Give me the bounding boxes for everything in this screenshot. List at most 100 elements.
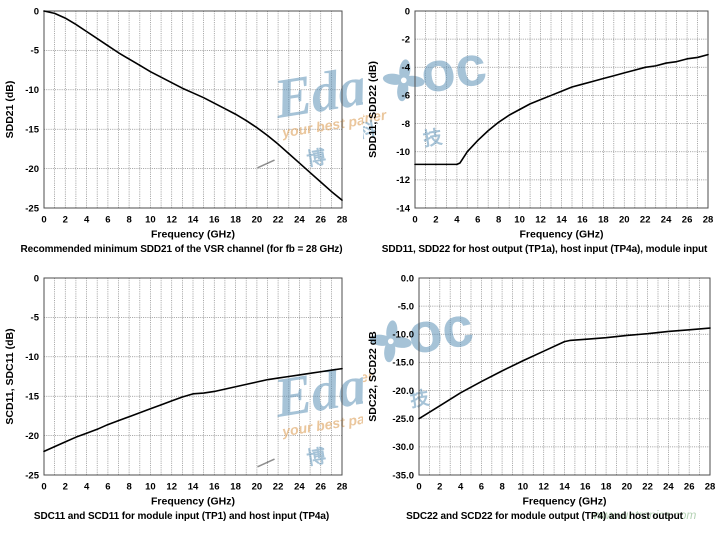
svg-text:0: 0 (34, 273, 39, 284)
svg-text:6: 6 (479, 481, 484, 492)
svg-text:Frequency (GHz): Frequency (GHz) (522, 495, 606, 507)
svg-text:-14: -14 (396, 203, 410, 214)
svg-text:16: 16 (209, 215, 220, 226)
svg-text:0: 0 (41, 481, 46, 492)
svg-text:2: 2 (63, 481, 68, 492)
svg-text:4: 4 (84, 481, 90, 492)
svg-text:8: 8 (126, 481, 131, 492)
svg-text:6: 6 (105, 215, 110, 226)
svg-text:-30.0: -30.0 (392, 442, 414, 453)
svg-text:24: 24 (294, 215, 305, 226)
svg-text:22: 22 (640, 215, 651, 226)
svg-text:Frequency (GHz): Frequency (GHz) (151, 495, 235, 507)
svg-text:6: 6 (105, 481, 110, 492)
svg-text:12: 12 (166, 215, 177, 226)
svg-text:SCD11, SDC11 (dB): SCD11, SDC11 (dB) (4, 328, 16, 424)
svg-text:0: 0 (41, 215, 46, 226)
svg-text:10: 10 (514, 215, 525, 226)
svg-text:-12: -12 (396, 175, 410, 186)
svg-text:26: 26 (684, 481, 695, 492)
svg-text:26: 26 (682, 215, 693, 226)
svg-text:-15: -15 (25, 391, 39, 402)
svg-text:16: 16 (209, 481, 220, 492)
svg-text:-5: -5 (31, 312, 40, 323)
svg-text:SDD11, SDD22 (dB): SDD11, SDD22 (dB) (367, 61, 379, 158)
svg-text:6: 6 (475, 215, 480, 226)
svg-text:-2: -2 (402, 34, 410, 45)
svg-text:oc: oc (403, 293, 477, 365)
svg-text:-10: -10 (25, 85, 39, 96)
svg-text:14: 14 (188, 481, 199, 492)
svg-text:22: 22 (273, 481, 284, 492)
svg-text:16: 16 (577, 215, 588, 226)
svg-text:-25: -25 (25, 203, 39, 214)
svg-text:博: 博 (305, 444, 327, 470)
svg-text:-20: -20 (25, 164, 39, 175)
svg-text:0: 0 (405, 6, 410, 17)
svg-text:24: 24 (663, 481, 674, 492)
svg-text:Frequency (GHz): Frequency (GHz) (519, 229, 603, 241)
svg-text:-5: -5 (31, 46, 40, 57)
svg-text:24: 24 (294, 481, 305, 492)
svg-text:0: 0 (412, 215, 417, 226)
svg-text:8: 8 (126, 215, 131, 226)
svg-text:2: 2 (63, 215, 68, 226)
svg-text:-10: -10 (396, 147, 410, 158)
svg-text:18: 18 (601, 481, 612, 492)
svg-text:SDD21 (dB): SDD21 (dB) (4, 81, 16, 139)
svg-text:-10.0: -10.0 (392, 329, 414, 340)
svg-text:14: 14 (556, 215, 567, 226)
svg-text:-15: -15 (25, 125, 39, 136)
svg-text:18: 18 (230, 215, 241, 226)
svg-text:SDC22, SCD22 dB: SDC22, SCD22 dB (367, 330, 379, 421)
svg-text:2: 2 (437, 481, 442, 492)
svg-text:28: 28 (705, 481, 716, 492)
svg-text:8: 8 (499, 481, 504, 492)
svg-text:0.0: 0.0 (401, 273, 414, 284)
svg-text:10: 10 (145, 215, 156, 226)
svg-text:18: 18 (230, 481, 241, 492)
svg-text:12: 12 (166, 481, 177, 492)
svg-text:-15.0: -15.0 (392, 357, 414, 368)
svg-text:16: 16 (580, 481, 591, 492)
svg-text:24: 24 (661, 215, 672, 226)
svg-text:-5.0: -5.0 (398, 301, 414, 312)
svg-text:10: 10 (518, 481, 529, 492)
svg-text:-20.0: -20.0 (392, 385, 414, 396)
svg-text:-6: -6 (402, 91, 410, 102)
svg-text:22: 22 (642, 481, 653, 492)
svg-text:4: 4 (84, 215, 90, 226)
svg-text:18: 18 (598, 215, 609, 226)
svg-text:20: 20 (622, 481, 633, 492)
svg-text:28: 28 (703, 215, 714, 226)
svg-text:Frequency (GHz): Frequency (GHz) (151, 229, 235, 241)
svg-text:26: 26 (315, 215, 326, 226)
svg-text:28: 28 (337, 481, 348, 492)
svg-text:10: 10 (145, 481, 156, 492)
svg-text:4: 4 (454, 215, 460, 226)
svg-text:博: 博 (305, 145, 327, 171)
svg-text:12: 12 (538, 481, 549, 492)
svg-text:14: 14 (188, 215, 199, 226)
svg-text:8: 8 (496, 215, 501, 226)
svg-text:12: 12 (535, 215, 546, 226)
svg-text:26: 26 (315, 481, 326, 492)
svg-text:-35.0: -35.0 (392, 470, 414, 481)
svg-text:20: 20 (252, 215, 263, 226)
svg-text:-25.0: -25.0 (392, 414, 414, 425)
svg-text:28: 28 (337, 215, 348, 226)
svg-text:14: 14 (559, 481, 570, 492)
svg-text:-8: -8 (402, 119, 410, 130)
svg-text:20: 20 (252, 481, 263, 492)
svg-text:-25: -25 (25, 470, 39, 481)
svg-text:oc: oc (416, 33, 490, 105)
svg-text:-10: -10 (25, 352, 39, 363)
svg-text:-4: -4 (402, 63, 411, 74)
svg-text:0: 0 (34, 6, 39, 17)
svg-text:-20: -20 (25, 430, 39, 441)
svg-text:22: 22 (273, 215, 284, 226)
svg-text:20: 20 (619, 215, 630, 226)
svg-text:4: 4 (458, 481, 464, 492)
svg-text:0: 0 (416, 481, 421, 492)
svg-text:2: 2 (433, 215, 438, 226)
